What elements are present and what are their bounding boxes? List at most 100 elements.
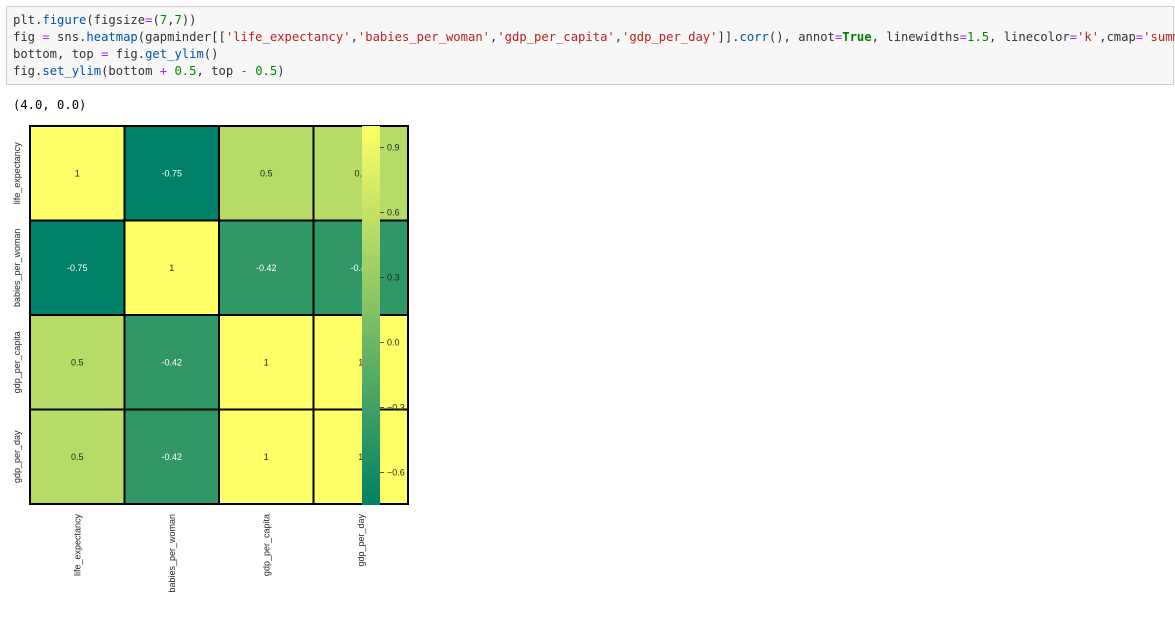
cell-annotation: 1 xyxy=(75,168,80,178)
code-token: , top xyxy=(196,64,241,78)
cell-annotation: 1 xyxy=(358,452,363,462)
cell-annotation: 0.5 xyxy=(354,168,367,178)
y-tick-label: life_expectancy xyxy=(12,142,22,205)
cell-output-text: (4.0, 0.0) xyxy=(13,98,87,112)
cell-annotation: 0.5 xyxy=(71,452,84,462)
code-token: ) xyxy=(277,64,285,78)
code-token: figure xyxy=(42,13,87,27)
code-token: 7 xyxy=(174,13,182,27)
code-token: 'k' xyxy=(1077,30,1100,44)
colorbar-tick-label: 0.3 xyxy=(387,273,400,283)
colorbar-tick-label: 0.6 xyxy=(387,208,400,218)
code-token: get_ylim xyxy=(145,47,204,61)
code-token: = xyxy=(1069,30,1078,44)
cell-annotation: 1 xyxy=(264,452,269,462)
code-line: plt.figure(figsize=(7,7)) xyxy=(13,12,197,29)
heatmap-cell xyxy=(123,408,220,505)
x-tick-label: gdp_per_capita xyxy=(261,514,271,576)
colorbar-tick-label: −0.6 xyxy=(387,468,405,478)
code-cell[interactable]: plt.figure(figsize=(7,7)) fig = sns.heat… xyxy=(6,6,1175,85)
cell-annotation: 0.5 xyxy=(260,168,273,178)
code-token: (figsize xyxy=(86,13,146,27)
x-tick-label: gdp_per_day xyxy=(356,514,366,567)
code-token: , linecolor xyxy=(989,30,1070,44)
code-token: - xyxy=(240,64,248,78)
colorbar-tick-label: 0.0 xyxy=(387,338,400,348)
cell-annotation: -0.42 xyxy=(350,263,371,273)
colorbar-tick-label: −0.3 xyxy=(387,403,405,413)
code-token: fig xyxy=(13,30,43,44)
code-token: ,cmap xyxy=(1099,30,1136,44)
code-token: heatmap xyxy=(86,30,138,44)
code-token: ( xyxy=(152,13,160,27)
cell-annotation: 0.5 xyxy=(71,357,84,367)
code-token: 7 xyxy=(159,13,168,27)
y-tick-label: gdp_per_capita xyxy=(12,331,22,393)
colorbar xyxy=(362,126,380,505)
code-token: )) xyxy=(181,13,197,27)
code-token: () xyxy=(203,47,219,61)
code-token: 1.5 xyxy=(967,30,990,44)
code-token: 'life_expectancy' xyxy=(225,30,351,44)
code-token: , linewidths xyxy=(871,30,960,44)
colorbar-tick-label: 0.9 xyxy=(387,143,400,153)
cell-annotation: -0.75 xyxy=(161,168,182,178)
code-token: corr xyxy=(739,30,769,44)
code-token: True xyxy=(842,30,872,44)
code-token: set_ylim xyxy=(42,64,102,78)
code-token: = xyxy=(42,30,50,44)
code-token: ]]. xyxy=(717,30,740,44)
cell-annotation: 1 xyxy=(169,263,174,273)
heatmap-cell xyxy=(123,219,220,316)
heatmap-cell xyxy=(218,408,315,505)
heatmap-cell xyxy=(312,219,409,316)
code-token: sns. xyxy=(49,30,87,44)
x-tick-label: life_expectancy xyxy=(72,514,82,577)
x-tick-label: babies_per_woman xyxy=(167,514,177,593)
code-token: (gapminder[[ xyxy=(137,30,226,44)
code-token: = xyxy=(1135,30,1144,44)
code-token: 'gdp_per_capita' xyxy=(497,30,615,44)
cell-annotation: -0.42 xyxy=(256,263,277,273)
heatmap-cell xyxy=(218,125,315,222)
code-token: , xyxy=(490,30,498,44)
heatmap-cell xyxy=(218,219,315,316)
y-tick-label: babies_per_woman xyxy=(12,228,22,307)
code-token: (bottom xyxy=(101,64,160,78)
code-token: + xyxy=(159,64,168,78)
code-line: bottom, top = fig.get_ylim() xyxy=(13,46,218,63)
code-token: , xyxy=(614,30,623,44)
heatmap-cell xyxy=(123,125,220,222)
heatmap-cell xyxy=(29,219,126,316)
code-token: = xyxy=(101,47,109,61)
cell-annotation: 1 xyxy=(264,357,269,367)
code-token: bottom, top xyxy=(13,47,102,61)
cell-annotation: 1 xyxy=(358,357,363,367)
code-token: 'gdp_per_day' xyxy=(622,30,718,44)
code-token: fig. xyxy=(108,47,146,61)
code-token: 'babies_per_woman' xyxy=(357,30,490,44)
code-token: = xyxy=(145,13,153,27)
code-token: 0.5 xyxy=(255,64,278,78)
code-token: , xyxy=(350,30,358,44)
code-token: , xyxy=(167,13,175,27)
code-token: 0.5 xyxy=(174,64,197,78)
cell-annotation: -0.42 xyxy=(161,357,182,367)
code-token: = xyxy=(834,30,843,44)
heatmap-cell xyxy=(312,408,409,505)
cell-annotation: -0.42 xyxy=(161,452,182,462)
code-token: plt. xyxy=(13,13,43,27)
cell-annotation: -0.75 xyxy=(67,263,88,273)
code-line: fig.set_ylim(bottom + 0.5, top - 0.5) xyxy=(13,63,285,80)
heatmap-cell xyxy=(312,125,409,222)
code-token: fig. xyxy=(13,64,43,78)
y-tick-label: gdp_per_day xyxy=(12,430,22,483)
code-token: = xyxy=(959,30,968,44)
heatmap-cell xyxy=(29,408,126,505)
code-token: (), annot xyxy=(768,30,835,44)
heatmap-cell xyxy=(123,314,220,411)
code-line: fig = sns.heatmap(gapminder[['life_expec… xyxy=(13,29,1175,46)
heatmap-cell xyxy=(29,314,126,411)
code-token: 'summer' xyxy=(1143,30,1175,44)
